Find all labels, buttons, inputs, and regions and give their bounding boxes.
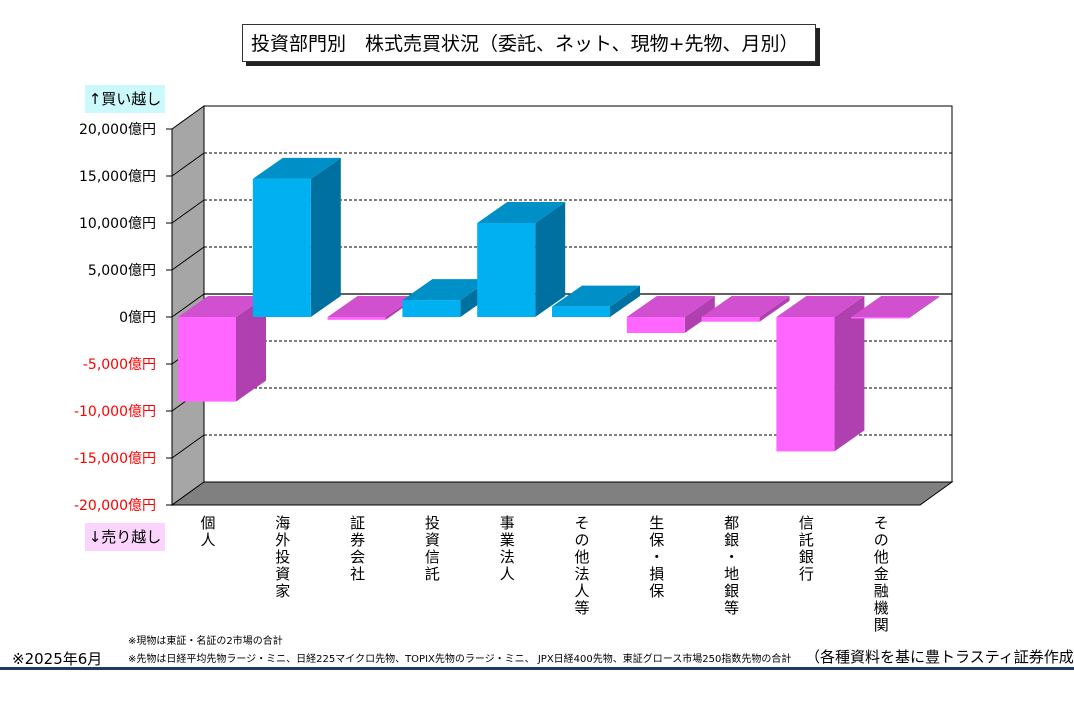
bar	[701, 317, 760, 322]
bar	[552, 306, 610, 317]
side-gridline	[171, 246, 205, 271]
side-gridline	[171, 199, 205, 224]
bar-side	[535, 202, 566, 317]
y-tick-label: 0億円	[119, 310, 156, 326]
y-tick-label: -15,000億円	[74, 451, 156, 467]
chart-title: 投資部門別 株式売買状況（委託、ネット、現物+先物、月別）	[242, 24, 816, 62]
footer-rule	[0, 667, 1074, 670]
y-tick-label: -20,000億円	[74, 498, 156, 514]
x-tick-label: 投資信託	[425, 514, 440, 583]
x-tick-label: 事業法人	[500, 514, 515, 583]
bar	[178, 317, 236, 402]
bar-side	[310, 157, 341, 317]
y-tick-label: 10,000億円	[79, 216, 156, 232]
x-tick-label: 個人	[200, 514, 215, 549]
x-tick-label: その他金融機関	[874, 514, 889, 634]
y-tick-label: -5,000億円	[83, 357, 156, 373]
sell-label: ↓売り越し	[85, 523, 165, 551]
date-label: ※2025年6月	[12, 650, 103, 668]
bar	[252, 178, 311, 317]
bar-side	[610, 285, 640, 317]
bar-top	[701, 296, 790, 317]
y-tick-label: -10,000億円	[74, 404, 156, 420]
buy-label: ↑買い越し	[85, 85, 165, 113]
x-tick-label: 証券会社	[350, 514, 365, 583]
bar-top	[477, 202, 566, 223]
note-futures: ※先物は日経平均先物ラージ・ミニ、日経225マイクロ先物、TOPIX先物のラージ…	[128, 654, 792, 665]
bar	[626, 317, 685, 333]
bar-top	[178, 296, 266, 317]
bar-side	[759, 296, 790, 322]
x-tick-label: 生保・損保	[649, 514, 664, 600]
bar-top	[402, 279, 491, 301]
bar	[776, 317, 835, 452]
bar	[402, 300, 461, 317]
side-gridline	[171, 293, 205, 318]
side-gridline	[171, 152, 205, 177]
bar-top	[776, 296, 865, 317]
x-tick-label: 信託銀行	[799, 514, 814, 583]
x-tick-label: 海外投資家	[275, 514, 290, 600]
bar-side	[834, 296, 865, 452]
bar-top	[252, 157, 341, 179]
bar-top	[851, 296, 940, 317]
bar-side	[684, 296, 715, 333]
bar-side	[236, 296, 266, 402]
bar-top	[626, 296, 715, 317]
bar-side	[909, 296, 940, 318]
bar	[477, 223, 536, 317]
side-gridline	[171, 434, 205, 459]
bar	[327, 317, 386, 320]
y-tick-label: 15,000億円	[79, 169, 156, 185]
x-tick-label: 都銀・地銀等	[724, 514, 739, 617]
x-tick-label: その他法人等	[574, 514, 589, 617]
bar	[851, 317, 910, 319]
floor	[170, 481, 954, 506]
y-tick-label: 5,000億円	[88, 263, 156, 279]
bar-top	[552, 285, 640, 307]
y-tick-label: 20,000億円	[79, 122, 156, 138]
source-label: （各種資料を基に豊トラスティ証券作成）	[805, 648, 1074, 666]
bar-top	[327, 296, 416, 317]
note-spot: ※現物は東証・名証の2市場の合計	[128, 636, 283, 647]
